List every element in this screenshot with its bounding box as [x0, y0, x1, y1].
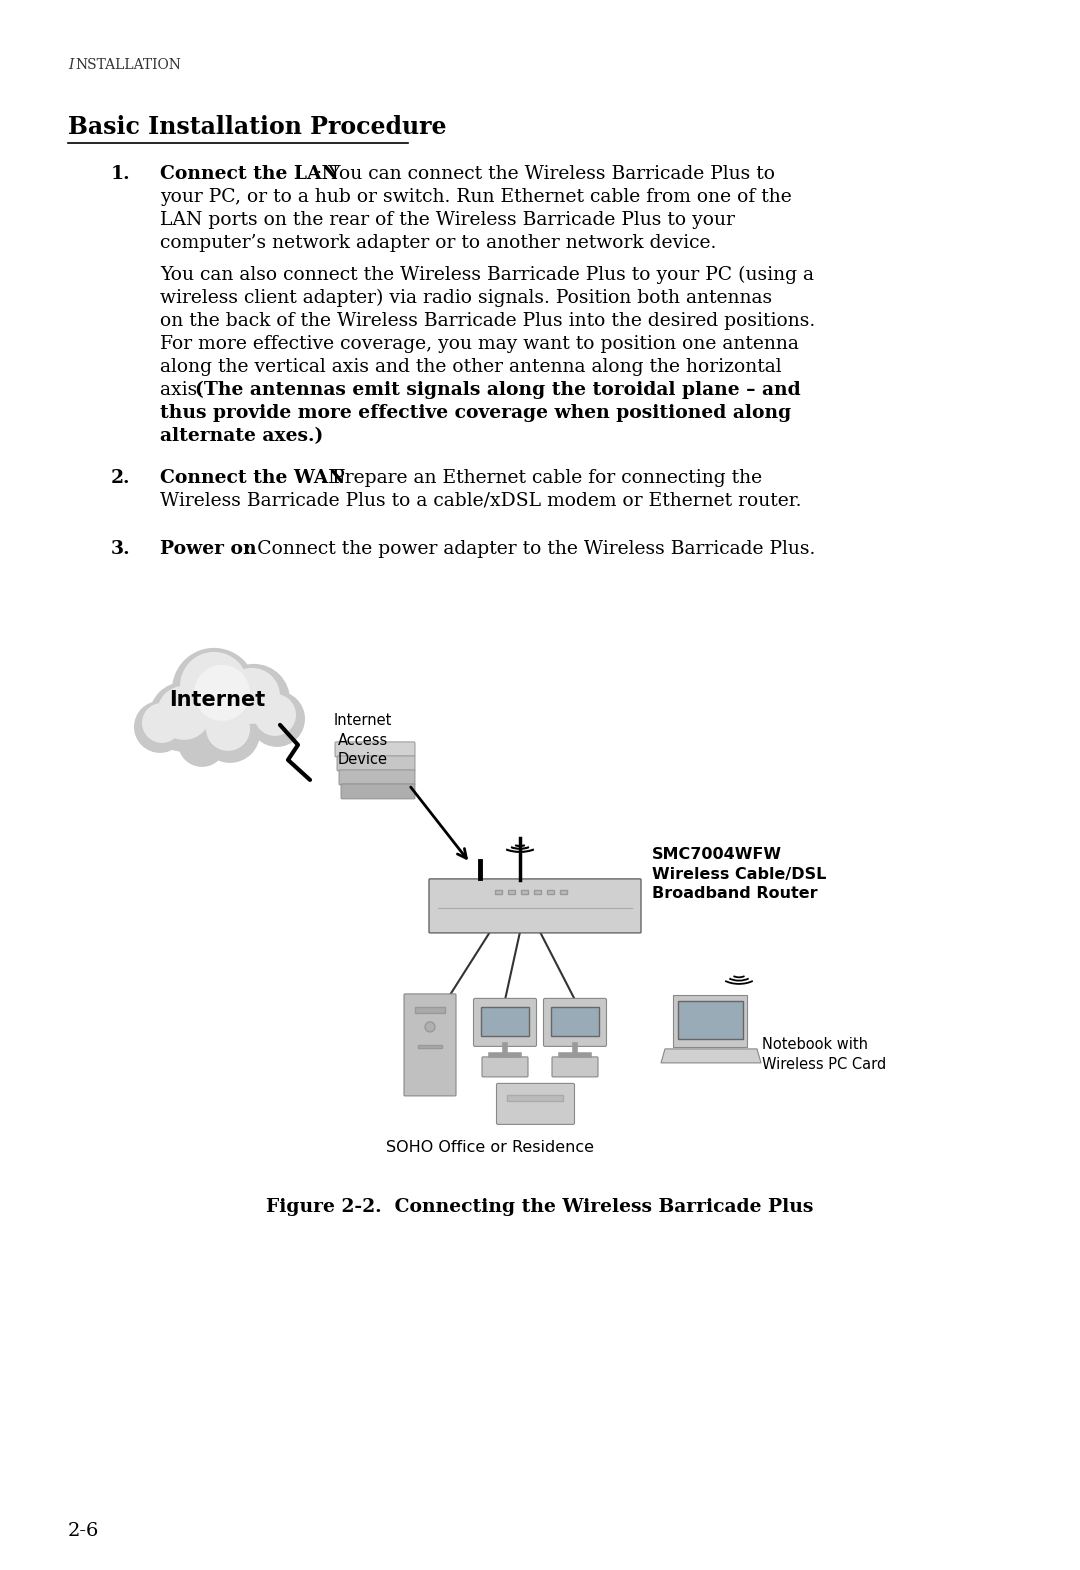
Text: SOHO Office or Residence: SOHO Office or Residence	[386, 1140, 594, 1156]
Text: : Connect the power adapter to the Wireless Barricade Plus.: : Connect the power adapter to the Wirel…	[245, 540, 815, 557]
Text: axis.: axis.	[160, 382, 210, 399]
Text: SMC7004WFW
Wireless Cable/DSL
Broadband Router: SMC7004WFW Wireless Cable/DSL Broadband …	[652, 846, 826, 901]
Circle shape	[206, 706, 249, 750]
Circle shape	[249, 691, 305, 747]
Text: wireless client adapter) via radio signals. Position both antennas: wireless client adapter) via radio signa…	[160, 289, 772, 308]
Circle shape	[141, 703, 183, 743]
FancyBboxPatch shape	[341, 783, 415, 799]
Text: For more effective coverage, you may want to position one antenna: For more effective coverage, you may wan…	[160, 336, 799, 353]
FancyBboxPatch shape	[337, 755, 415, 771]
Text: You can also connect the Wireless Barricade Plus to your PC (using a: You can also connect the Wireless Barric…	[160, 267, 814, 284]
Text: along the vertical axis and the other antenna along the horizontal: along the vertical axis and the other an…	[160, 358, 782, 377]
Bar	[521, 890, 528, 893]
Text: Internet
Access
Device: Internet Access Device	[334, 713, 392, 768]
Text: (The antennas emit signals along the toroidal plane – and: (The antennas emit signals along the tor…	[195, 382, 800, 399]
FancyBboxPatch shape	[497, 1083, 575, 1124]
Circle shape	[254, 694, 296, 736]
FancyBboxPatch shape	[429, 879, 642, 933]
Bar	[508, 890, 515, 893]
Text: computer’s network adapter or to another network device.: computer’s network adapter or to another…	[160, 234, 716, 253]
Circle shape	[224, 667, 280, 724]
Text: on the back of the Wireless Barricade Plus into the desired positions.: on the back of the Wireless Barricade Pl…	[160, 312, 815, 330]
Circle shape	[172, 648, 256, 732]
Bar	[415, 1006, 445, 1013]
Text: : Prepare an Ethernet cable for connecting the: : Prepare an Ethernet cable for connecti…	[320, 468, 762, 487]
Text: NSTALLATION: NSTALLATION	[75, 58, 180, 72]
Bar	[481, 1006, 529, 1036]
Bar	[551, 1006, 599, 1036]
Circle shape	[426, 1022, 435, 1031]
Text: : You can connect the Wireless Barricade Plus to: : You can connect the Wireless Barricade…	[316, 165, 775, 184]
Text: 1.: 1.	[110, 165, 130, 184]
Text: LAN ports on the rear of the Wireless Barricade Plus to your: LAN ports on the rear of the Wireless Ba…	[160, 210, 734, 229]
Polygon shape	[673, 995, 747, 1047]
Text: Figure 2-2.  Connecting the Wireless Barricade Plus: Figure 2-2. Connecting the Wireless Barr…	[267, 1198, 813, 1215]
Circle shape	[157, 686, 211, 739]
Text: Wireless Barricade Plus to a cable/xDSL modem or Ethernet router.: Wireless Barricade Plus to a cable/xDSL …	[160, 491, 801, 510]
Text: 3.: 3.	[110, 540, 130, 557]
Text: 2-6: 2-6	[68, 1521, 99, 1540]
FancyBboxPatch shape	[473, 999, 537, 1046]
FancyBboxPatch shape	[339, 769, 415, 785]
Bar	[561, 890, 567, 893]
Circle shape	[178, 719, 226, 766]
Bar	[507, 1094, 563, 1101]
Text: alternate axes.): alternate axes.)	[160, 427, 323, 446]
Circle shape	[218, 664, 291, 736]
Text: Power on: Power on	[160, 540, 257, 557]
FancyBboxPatch shape	[482, 1057, 528, 1077]
FancyBboxPatch shape	[335, 743, 415, 757]
Text: Connect the LAN: Connect the LAN	[160, 165, 339, 184]
Circle shape	[149, 681, 219, 752]
Text: thus provide more effective coverage when positioned along: thus provide more effective coverage whe…	[160, 403, 792, 422]
FancyBboxPatch shape	[404, 994, 456, 1096]
Bar	[534, 890, 541, 893]
Circle shape	[180, 652, 248, 721]
Text: Connect the WAN: Connect the WAN	[160, 468, 346, 487]
Bar	[418, 1046, 442, 1047]
Text: Basic Installation Procedure: Basic Installation Procedure	[68, 115, 446, 140]
Bar	[678, 1002, 743, 1039]
Bar	[546, 890, 554, 893]
Circle shape	[194, 666, 249, 721]
Text: 2.: 2.	[110, 468, 130, 487]
Text: Internet: Internet	[168, 689, 265, 710]
Text: I: I	[68, 58, 73, 72]
FancyBboxPatch shape	[543, 999, 607, 1046]
Circle shape	[134, 700, 186, 754]
Circle shape	[200, 703, 260, 763]
FancyBboxPatch shape	[552, 1057, 598, 1077]
Text: your PC, or to a hub or switch. Run Ethernet cable from one of the: your PC, or to a hub or switch. Run Ethe…	[160, 188, 792, 206]
Polygon shape	[661, 1049, 761, 1063]
Bar	[495, 890, 502, 893]
Text: Notebook with
Wireless PC Card: Notebook with Wireless PC Card	[762, 1036, 887, 1072]
